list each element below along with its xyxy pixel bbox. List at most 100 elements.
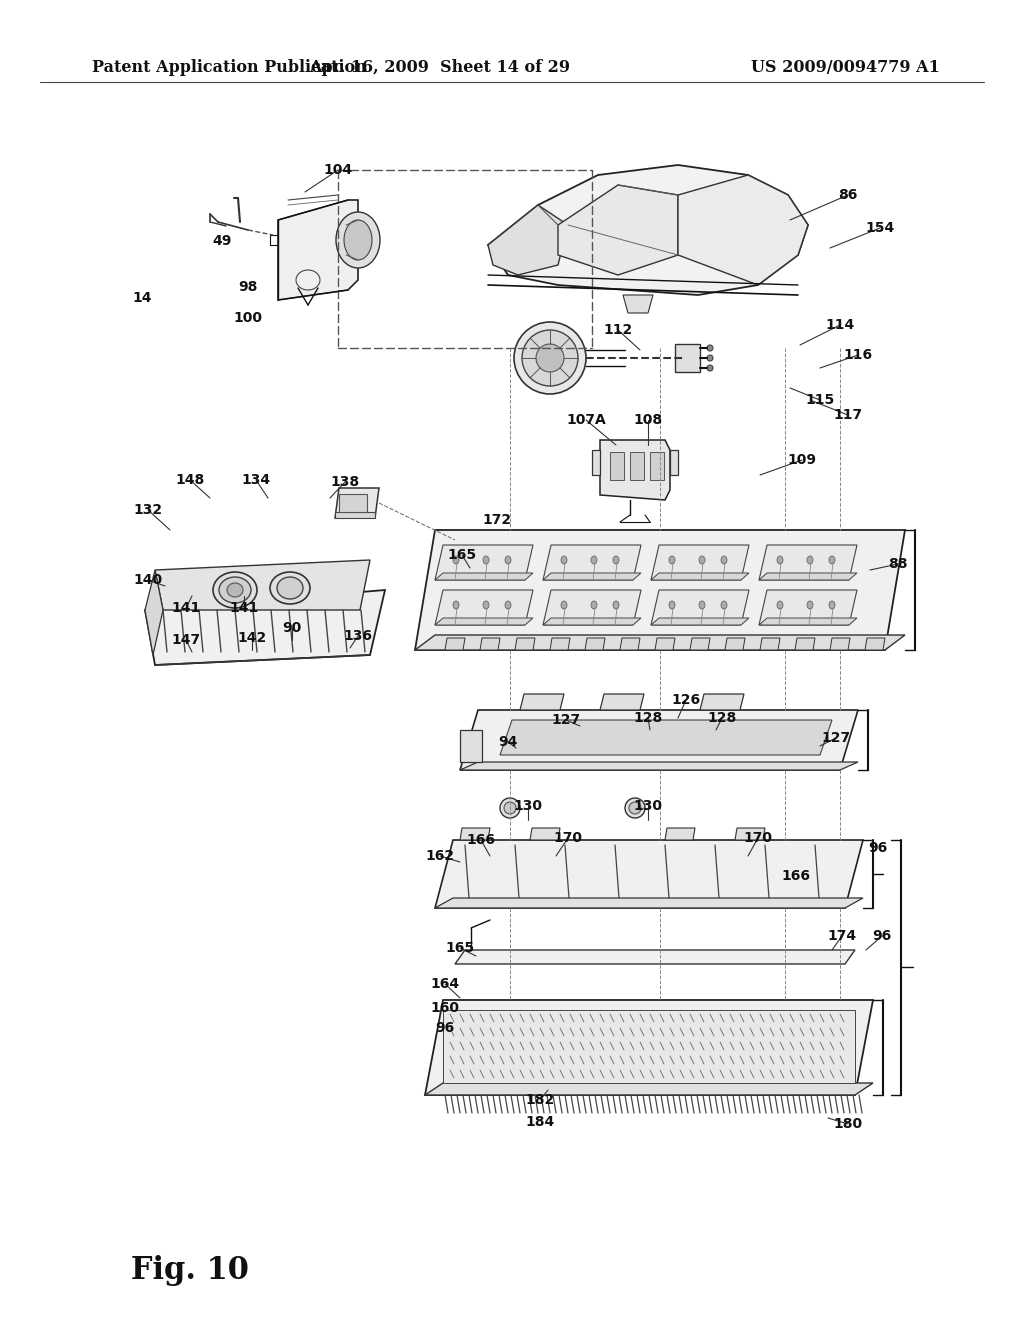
Text: 116: 116 bbox=[844, 348, 872, 362]
Polygon shape bbox=[435, 590, 534, 624]
Ellipse shape bbox=[270, 572, 310, 605]
Polygon shape bbox=[488, 165, 808, 294]
Ellipse shape bbox=[522, 330, 578, 385]
Polygon shape bbox=[155, 560, 370, 610]
Polygon shape bbox=[460, 828, 490, 840]
Polygon shape bbox=[678, 176, 808, 285]
Text: 165: 165 bbox=[447, 548, 476, 562]
Text: 180: 180 bbox=[834, 1117, 862, 1131]
Polygon shape bbox=[651, 618, 749, 624]
Text: 98: 98 bbox=[239, 280, 258, 294]
Polygon shape bbox=[335, 512, 375, 517]
Text: 112: 112 bbox=[603, 323, 633, 337]
Polygon shape bbox=[515, 638, 535, 649]
Text: 14: 14 bbox=[132, 290, 152, 305]
Text: 164: 164 bbox=[430, 977, 460, 991]
Text: Patent Application Publication: Patent Application Publication bbox=[92, 59, 367, 77]
Polygon shape bbox=[651, 573, 749, 579]
Text: 107A: 107A bbox=[566, 413, 606, 426]
Bar bbox=[339, 494, 367, 512]
Ellipse shape bbox=[699, 556, 705, 564]
Polygon shape bbox=[543, 545, 641, 579]
Ellipse shape bbox=[504, 803, 516, 814]
Text: 108: 108 bbox=[634, 413, 663, 426]
Ellipse shape bbox=[561, 601, 567, 609]
Text: 86: 86 bbox=[839, 187, 858, 202]
Text: 96: 96 bbox=[868, 841, 888, 855]
Ellipse shape bbox=[500, 799, 520, 818]
Polygon shape bbox=[760, 638, 780, 649]
Polygon shape bbox=[675, 345, 700, 372]
Polygon shape bbox=[665, 828, 695, 840]
Text: 160: 160 bbox=[430, 1001, 460, 1015]
Text: 154: 154 bbox=[865, 220, 895, 235]
Text: 130: 130 bbox=[634, 799, 663, 813]
Ellipse shape bbox=[721, 556, 727, 564]
Ellipse shape bbox=[219, 577, 251, 603]
Text: 142: 142 bbox=[238, 631, 266, 645]
Polygon shape bbox=[460, 710, 858, 770]
Polygon shape bbox=[488, 205, 568, 275]
Text: 126: 126 bbox=[672, 693, 700, 708]
Ellipse shape bbox=[807, 601, 813, 609]
Text: 172: 172 bbox=[482, 513, 512, 527]
Polygon shape bbox=[735, 828, 765, 840]
Polygon shape bbox=[700, 694, 744, 710]
Text: 88: 88 bbox=[888, 557, 907, 572]
Text: 94: 94 bbox=[499, 735, 518, 748]
Polygon shape bbox=[558, 185, 678, 275]
Text: 184: 184 bbox=[525, 1115, 555, 1129]
Polygon shape bbox=[145, 570, 163, 655]
Text: 147: 147 bbox=[171, 634, 201, 647]
Text: 162: 162 bbox=[425, 849, 455, 863]
Text: US 2009/0094779 A1: US 2009/0094779 A1 bbox=[752, 59, 940, 77]
Text: 128: 128 bbox=[634, 711, 663, 725]
Text: 104: 104 bbox=[324, 162, 352, 177]
Ellipse shape bbox=[336, 213, 380, 268]
Text: 90: 90 bbox=[283, 620, 302, 635]
Ellipse shape bbox=[721, 601, 727, 609]
Text: 127: 127 bbox=[552, 713, 581, 727]
Text: 138: 138 bbox=[331, 475, 359, 488]
Polygon shape bbox=[655, 638, 675, 649]
Text: 134: 134 bbox=[242, 473, 270, 487]
Text: 114: 114 bbox=[825, 318, 855, 333]
Polygon shape bbox=[278, 201, 358, 300]
Polygon shape bbox=[435, 573, 534, 579]
Text: 128: 128 bbox=[708, 711, 736, 725]
Ellipse shape bbox=[536, 345, 564, 372]
Ellipse shape bbox=[561, 556, 567, 564]
Text: 49: 49 bbox=[212, 234, 231, 248]
Polygon shape bbox=[520, 694, 564, 710]
Polygon shape bbox=[460, 762, 858, 770]
Text: 115: 115 bbox=[805, 393, 835, 407]
Ellipse shape bbox=[227, 583, 243, 597]
Ellipse shape bbox=[629, 803, 641, 814]
Polygon shape bbox=[830, 638, 850, 649]
Polygon shape bbox=[651, 590, 749, 624]
Polygon shape bbox=[600, 440, 670, 500]
Ellipse shape bbox=[505, 601, 511, 609]
Text: 174: 174 bbox=[827, 929, 856, 942]
Polygon shape bbox=[435, 618, 534, 624]
Polygon shape bbox=[455, 950, 855, 964]
Text: 132: 132 bbox=[133, 503, 163, 517]
Ellipse shape bbox=[213, 572, 257, 609]
Text: 136: 136 bbox=[343, 630, 373, 643]
Polygon shape bbox=[550, 638, 570, 649]
Text: 165: 165 bbox=[445, 941, 474, 954]
Ellipse shape bbox=[625, 799, 645, 818]
Polygon shape bbox=[543, 573, 641, 579]
Text: 96: 96 bbox=[435, 1020, 455, 1035]
Ellipse shape bbox=[669, 601, 675, 609]
Text: 166: 166 bbox=[781, 869, 811, 883]
Ellipse shape bbox=[591, 556, 597, 564]
Bar bbox=[610, 451, 624, 480]
Ellipse shape bbox=[483, 601, 489, 609]
Polygon shape bbox=[435, 545, 534, 579]
Ellipse shape bbox=[514, 322, 586, 393]
Text: 130: 130 bbox=[513, 799, 543, 813]
Polygon shape bbox=[623, 294, 653, 313]
Polygon shape bbox=[592, 450, 600, 475]
Polygon shape bbox=[415, 635, 905, 649]
